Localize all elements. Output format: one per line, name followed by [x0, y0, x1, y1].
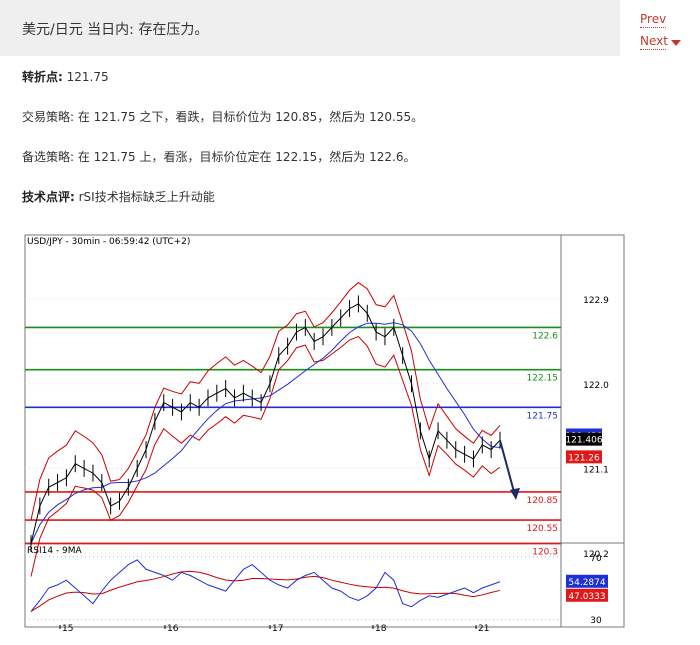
- chevron-down-icon[interactable]: [671, 40, 681, 46]
- price-badge: [566, 450, 602, 464]
- x-tick-label: 17: [272, 624, 283, 634]
- alt-strategy-label: 备选策略:: [22, 150, 75, 164]
- rsi-tick-label: 30: [590, 616, 602, 626]
- pager: Prev Next: [640, 12, 681, 56]
- chart-title: USD/JPY - 30min - 06:59:42 (UTC+2): [27, 237, 190, 247]
- next-row[interactable]: Next: [640, 34, 681, 50]
- price-badge: [566, 432, 602, 446]
- price-chart: USD/JPY - 30min - 06:59:42 (UTC+2) 122.9 1…: [24, 234, 625, 634]
- rsi-ma-label: 47.0333: [568, 592, 605, 602]
- level-label: 122.6: [532, 331, 558, 341]
- level-label: 120.85: [527, 496, 559, 506]
- level-label: 122.15: [527, 374, 559, 384]
- comment-text: rSI技术指标缺乏上升动能: [74, 190, 215, 204]
- bollinger-lower-band: [30, 335, 501, 577]
- rsi-ma-line: [30, 570, 501, 612]
- comment-line: 技术点评: rSI技术指标缺乏上升动能: [22, 188, 215, 205]
- price-line: [30, 303, 501, 544]
- strategy-text: 在 121.75 之下，看跌，目标价位为 120.85，然后为 120.55。: [74, 110, 424, 124]
- title-bar: 美元/日元 当日内: 存在压力。: [0, 0, 620, 56]
- strategy-line: 交易策略: 在 121.75 之下，看跌，目标价位为 120.85，然后为 12…: [22, 108, 423, 125]
- page-title: 美元/日元 当日内: 存在压力。: [22, 22, 209, 38]
- comment-label: 技术点评:: [22, 190, 75, 204]
- price-badge-label: 121.406: [565, 436, 602, 446]
- x-tick-label: 21: [478, 624, 489, 634]
- level-label: 120.3: [532, 548, 558, 558]
- projection-arrow-head: [510, 487, 520, 500]
- chart-frame: [24, 234, 625, 628]
- price-tick-label: 122.9: [583, 296, 609, 306]
- rsi-title: RSI14 - 9MA: [27, 546, 83, 556]
- x-tick-label: 16: [167, 624, 179, 634]
- rsi-ma-badge: [566, 588, 608, 602]
- x-tick-label: 15: [62, 624, 73, 634]
- alt-strategy-line: 备选策略: 在 121.75 上，看涨，目标价位定在 122.15，然后为 12…: [22, 148, 415, 165]
- alt-strategy-text: 在 121.75 上，看涨，目标价位定在 122.15，然后为 122.6。: [74, 150, 416, 164]
- pivot-label: 转折点:: [22, 70, 63, 84]
- x-tick-label: 18: [375, 624, 387, 634]
- rsi-tick-label: 70: [590, 554, 602, 564]
- rsi-value-label: 54.2874: [568, 578, 605, 588]
- projection-arrow-line: [499, 439, 515, 493]
- rsi-value-badge: [566, 574, 608, 588]
- level-label: 120.55: [527, 524, 559, 534]
- rsi-line: [30, 559, 501, 612]
- price-tick-label: 120.2: [583, 550, 609, 560]
- price-badge-label: 121.26: [568, 453, 600, 463]
- pivot-line: 转折点: 121.75: [22, 68, 109, 85]
- level-label: 121.75: [527, 411, 559, 421]
- prev-link[interactable]: Prev: [640, 12, 667, 28]
- moving-average-line: [30, 322, 501, 544]
- bollinger-upper-band: [30, 281, 501, 521]
- strategy-label: 交易策略:: [22, 110, 75, 124]
- price-tick-label: 122.0: [583, 381, 609, 391]
- price-tick-label: 121.1: [583, 465, 609, 475]
- next-link[interactable]: Next: [640, 34, 668, 50]
- pivot-value: 121.75: [62, 70, 109, 84]
